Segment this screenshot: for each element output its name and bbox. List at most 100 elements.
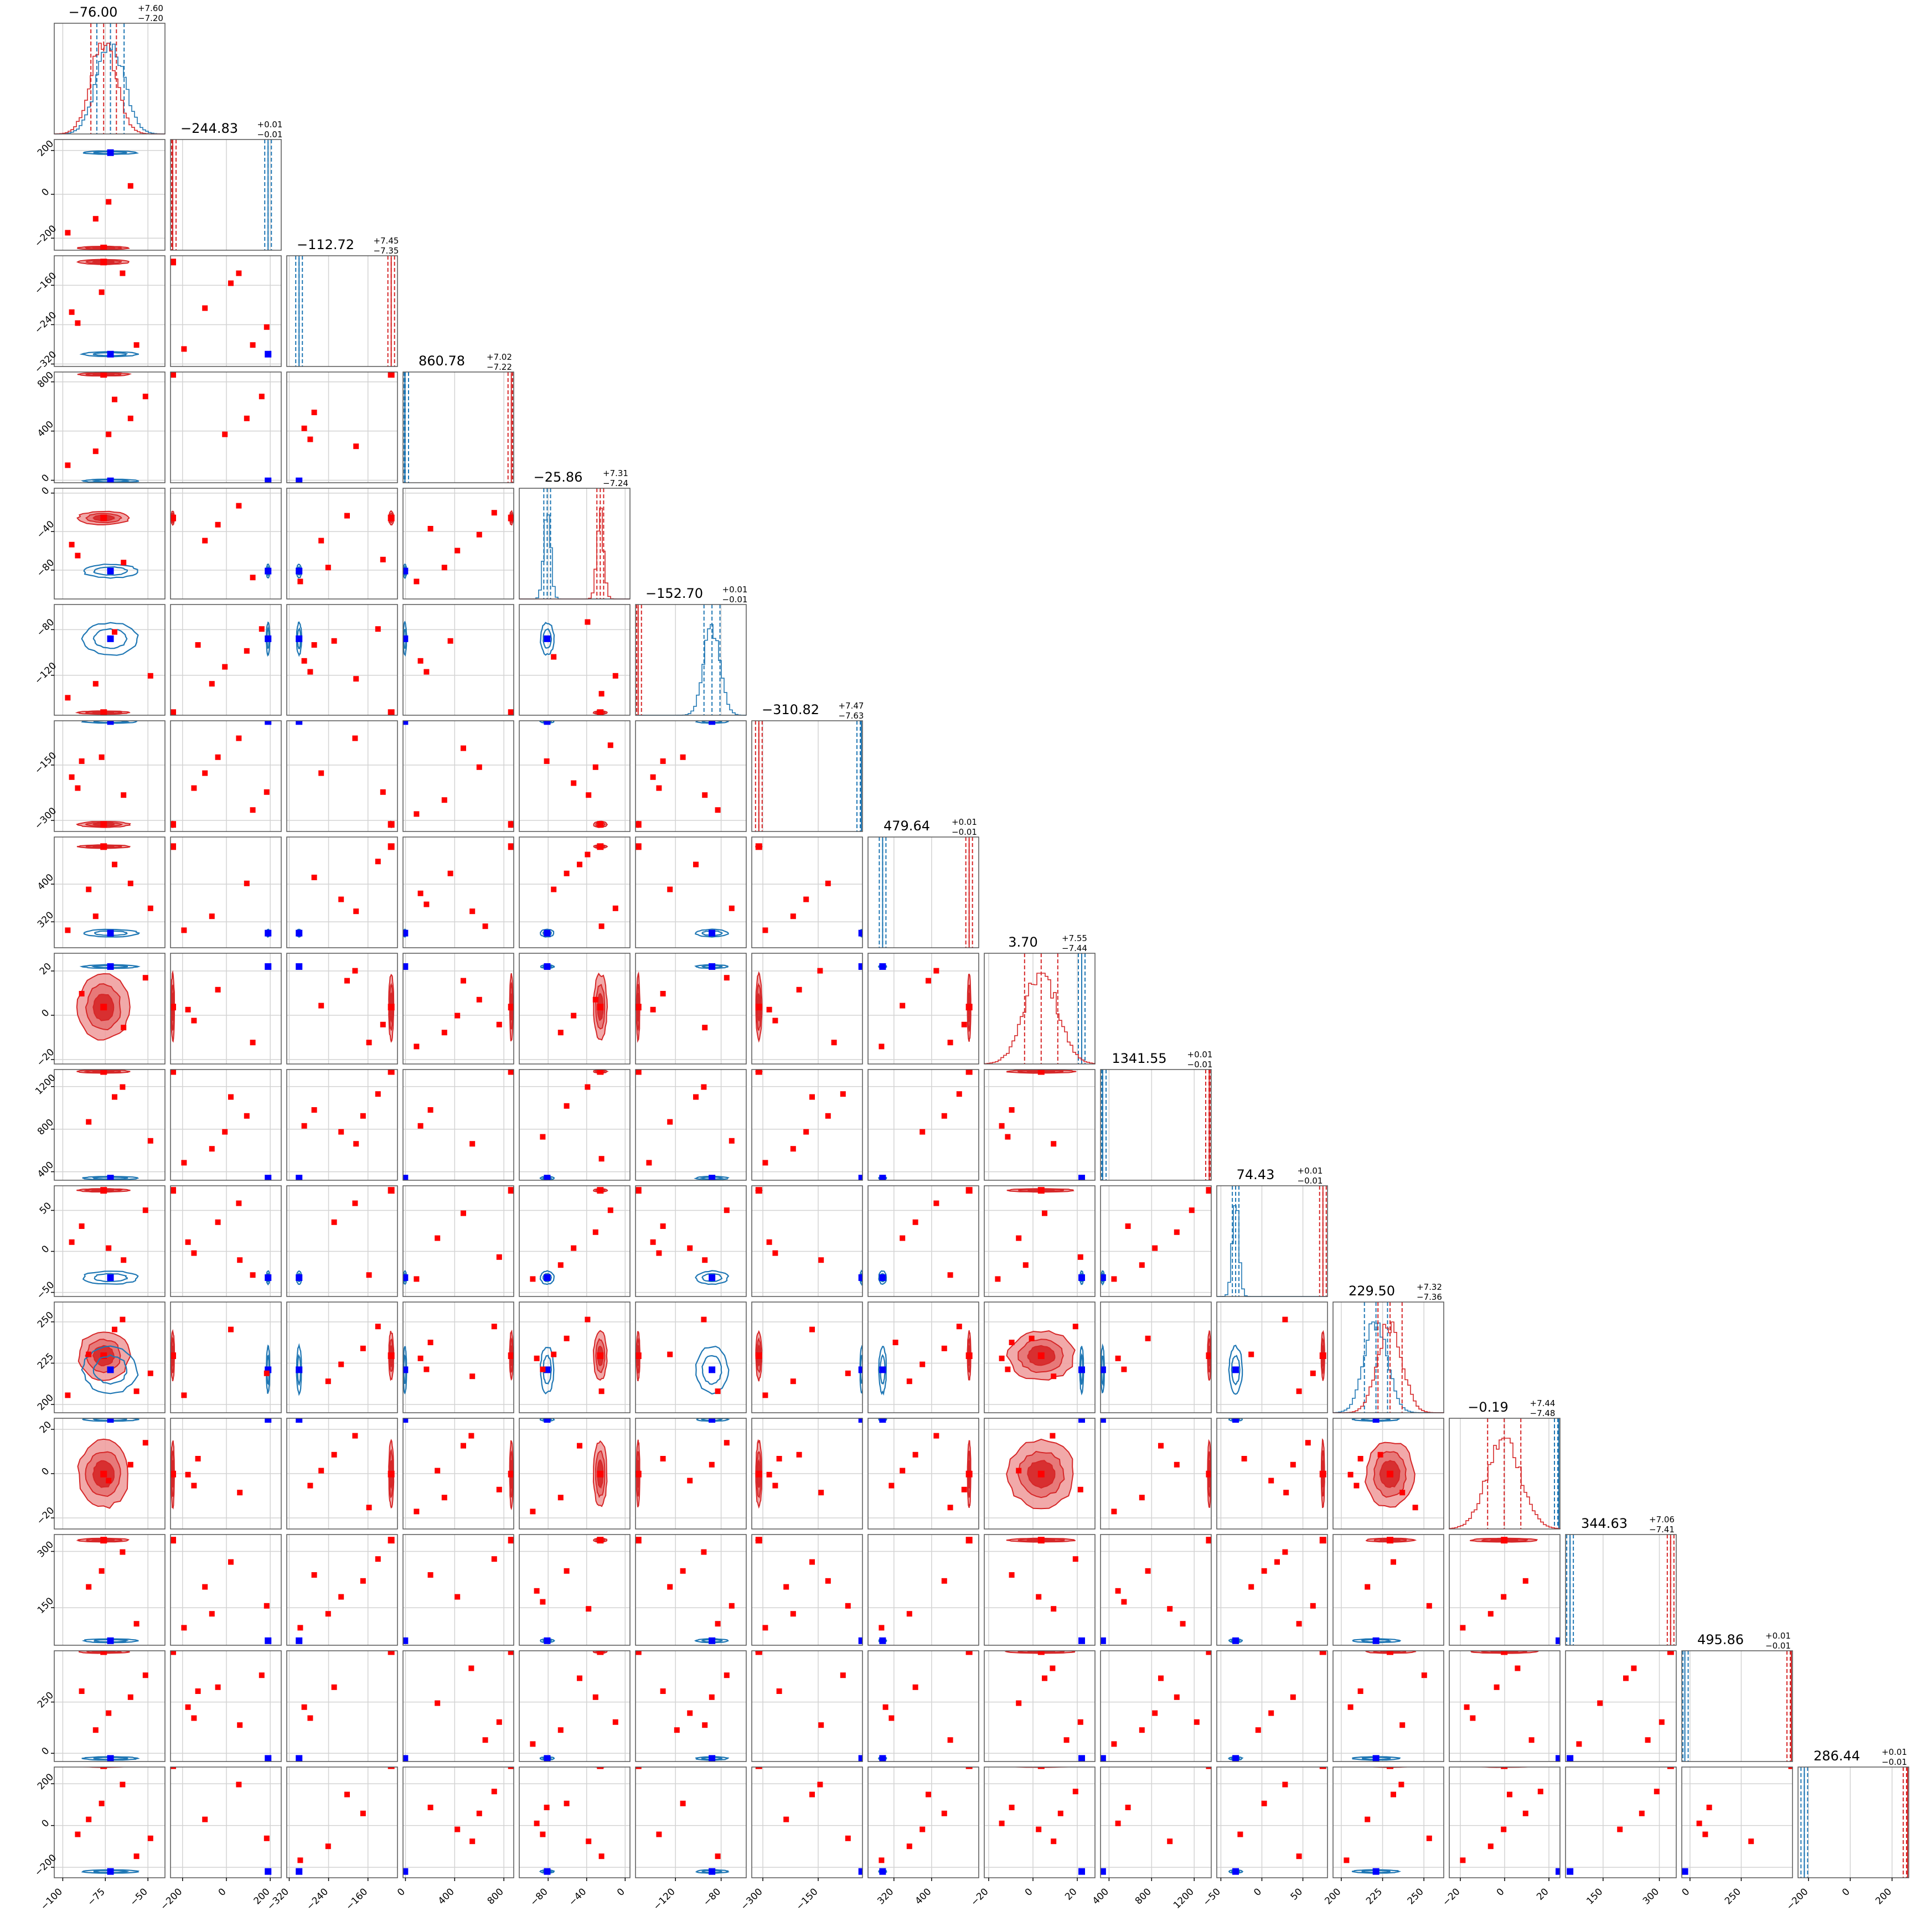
red-outlier-point [417,1123,423,1129]
density-layer [171,1070,272,1180]
red-median-point [1501,1767,1508,1769]
blue-median-point [296,567,303,575]
panel-bg [636,1070,746,1180]
density-layer [540,843,618,938]
red-outlier-point [551,654,557,660]
density-layer [296,1418,395,1511]
density-layer [636,1316,730,1395]
red-outlier-point [69,1239,75,1245]
red-contour [1321,1767,1324,1768]
red-outlier-point [762,1392,768,1398]
diag-title-5: −152.70 [645,586,703,601]
density-layer [755,1418,862,1509]
red-outlier-point [544,1805,550,1810]
blue-median-point [1101,1274,1106,1281]
red-outlier-point [237,1722,243,1728]
panel-r15-c10 [1216,1766,1328,1878]
red-outlier-point [75,1831,81,1837]
red-outlier-point [191,1715,197,1721]
blue-contour [92,566,128,576]
red-outlier-point [250,342,256,348]
panel-frame [867,1650,979,1762]
red-median-point [1206,1651,1211,1655]
red-outlier-point [417,658,423,664]
red-median-point [100,1470,107,1478]
density-layer [877,963,973,1050]
red-outlier-point [427,1805,433,1810]
red-median-point [1037,1352,1045,1360]
blue-median-point [265,1868,272,1875]
panel-r12-c11 [1332,1418,1444,1530]
panel-frame [519,488,631,600]
blue-contour [539,1175,555,1180]
red-outlier-point [1036,1826,1042,1832]
red-outlier-point [75,320,81,326]
red-outlier-point [1515,1665,1521,1671]
density-layer [1567,1767,1674,1875]
red-outlier-point [352,1200,358,1206]
density-layer [755,1326,862,1398]
red-median-point [755,1651,762,1655]
blue-median-point [403,1274,409,1281]
diag-title-minus: −7.63 [839,711,864,721]
red-outlier-point [237,1257,243,1263]
red-outlier-point [912,1451,918,1458]
panel-bg [519,1651,630,1761]
red-outlier-point [244,415,250,421]
red-outlier-point [106,431,112,437]
red-outlier-point [540,1599,546,1605]
panel-r7-c4 [519,836,631,948]
density-layer [530,1651,618,1761]
red-outlier-point [99,289,105,295]
x-tick-label: 20 [1063,1886,1079,1902]
red-outlier-point [86,1816,92,1822]
red-outlier-point [338,1594,344,1600]
panel-frame [1100,1418,1212,1530]
red-outlier-point [1290,1461,1296,1468]
blue-median-point [296,477,303,483]
blue-median-point [1078,1274,1085,1281]
blue-median-point [858,929,862,937]
red-outlier-point [1487,1843,1494,1850]
red-outlier-point [297,578,303,585]
blue-median-point [403,1418,409,1423]
panel-frame [1100,1766,1212,1878]
blue-contour [83,928,141,938]
red-outlier-point [715,1853,721,1859]
red-outlier-point [181,927,187,933]
x-tick-label: −50 [1201,1886,1223,1908]
density-layer [636,1537,735,1644]
panel-r14-c12 [1449,1650,1561,1762]
panel-bg [287,1186,397,1296]
blue-contour [1361,1757,1391,1760]
red-median-point [965,1470,973,1478]
diag-title-7: 479.64 [884,818,930,834]
panel-frame [867,953,979,1065]
diag-panel-10: 74.43 +0.01−0.01 [1216,1166,1328,1297]
red-outlier-point [496,1021,502,1027]
panel-r5-c3 [402,604,514,716]
panel-r15-c13 [1565,1766,1677,1878]
blue-contour [79,964,141,969]
diag-title-minus: −0.01 [1882,1757,1907,1767]
panel-bg [403,1767,514,1878]
panel-bg [752,1651,862,1761]
blue-median-point [1556,1637,1560,1644]
panel-bg [752,1535,862,1645]
density-layer [76,1070,153,1180]
panel-r14-c10 [1216,1650,1328,1762]
density-layer [171,1187,272,1286]
diag-panel-0: −76.00 +7.60−7.20 [54,3,166,135]
panel-frame [170,604,282,716]
red-outlier-point [825,1113,831,1119]
red-outlier-point [301,658,307,664]
red-outlier-point [1460,1625,1466,1631]
panel-frame [286,720,398,832]
panel-bg [171,1767,281,1878]
diag-title-minus: −0.01 [1187,1060,1213,1070]
panel-r5-c1 [170,604,282,716]
red-outlier-point [882,1704,888,1710]
blue-contour [695,928,729,938]
red-outlier-point [325,565,331,571]
